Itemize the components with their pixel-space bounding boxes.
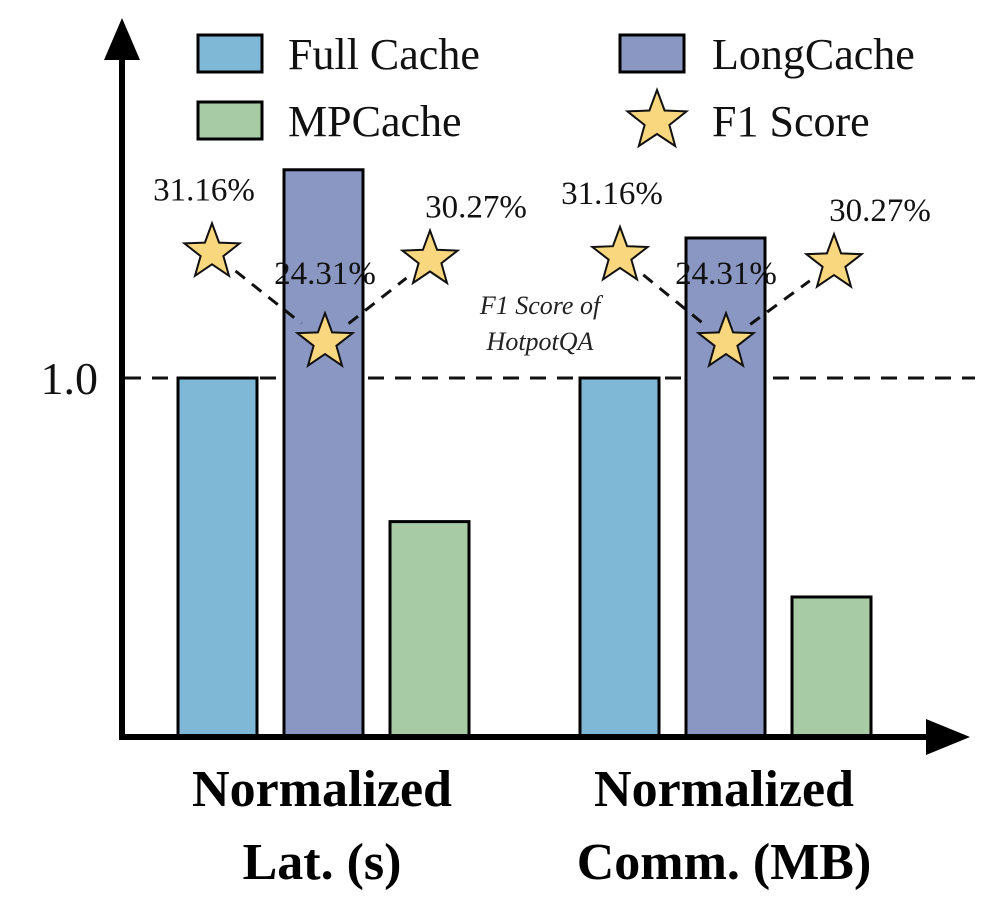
bar-mpcache-latency [388, 520, 471, 739]
f1-score-label: 24.31% [675, 256, 777, 292]
y-tick-label: 1.0 [41, 353, 99, 404]
f1-connector [234, 269, 303, 325]
f1-score-label: 30.27% [425, 190, 527, 226]
f1-star-icon [803, 231, 865, 289]
bar-full-cache-comm [578, 376, 661, 739]
legend-label-f1-score: F1 Score [712, 97, 870, 146]
x-axis-arrow [926, 719, 970, 755]
bar-mpcache-comm [790, 595, 873, 739]
f1-star-icon [294, 310, 356, 368]
f1-score-label: 31.16% [153, 172, 255, 208]
legend-label-longcache: LongCache [712, 30, 915, 79]
category-label: Comm. (MB) [577, 834, 872, 891]
f1-score-label: 31.16% [561, 176, 663, 212]
category-label: Normalized [594, 761, 854, 818]
y-axis-arrow [104, 18, 140, 60]
f1-star-icon [695, 310, 757, 368]
category-label: Normalized [192, 761, 452, 818]
legend-swatch-longcache [618, 33, 686, 74]
f1-score-label: 24.31% [274, 256, 376, 292]
annotation-text: HotpotQA [486, 327, 594, 356]
annotation-text: F1 Score of [479, 291, 604, 320]
category-label: Lat. (s) [243, 834, 402, 891]
legend-label-mpcache: MPCache [288, 97, 462, 146]
f1-star-icon [181, 220, 243, 279]
f1-connector [642, 273, 704, 325]
f1-star-icon [399, 227, 461, 286]
f1-star-icon [589, 224, 651, 282]
f1-score-label: 30.27% [829, 193, 931, 229]
legend-swatch-mpcache [196, 100, 264, 141]
bar-longcache-latency [282, 168, 365, 739]
bar-full-cache-latency [176, 376, 259, 739]
legend-label-full-cache: Full Cache [288, 30, 480, 79]
legend-swatch-full-cache [196, 33, 264, 74]
legend-star-icon [624, 87, 690, 149]
